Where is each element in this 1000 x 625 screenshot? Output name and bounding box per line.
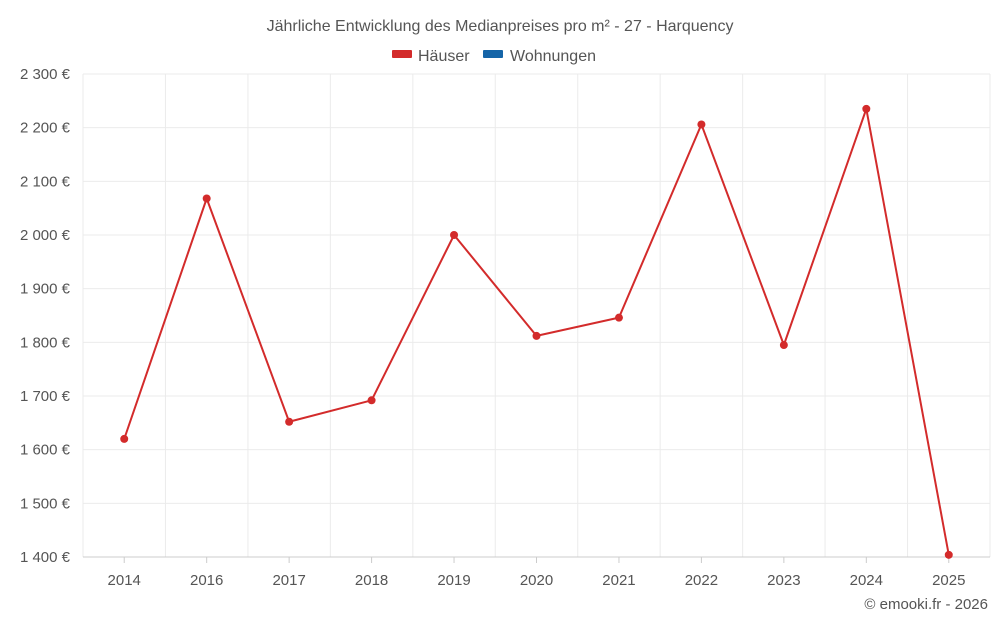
data-point-haeuser[interactable] [532, 331, 541, 340]
legend-label-haeuser[interactable]: Häuser [418, 48, 470, 65]
legend-swatch-haeuser[interactable] [392, 50, 412, 58]
series-haeuser [120, 104, 953, 559]
y-tick-label: 1 700 € [20, 388, 71, 405]
x-tick-label: 2024 [850, 572, 883, 589]
data-point-haeuser[interactable] [944, 550, 953, 559]
data-point-haeuser[interactable] [697, 120, 706, 129]
x-tick-label: 2016 [190, 572, 223, 589]
x-tick-label: 2017 [272, 572, 305, 589]
data-point-haeuser[interactable] [862, 104, 871, 113]
data-point-haeuser[interactable] [202, 194, 211, 203]
y-tick-label: 1 400 € [20, 549, 71, 566]
y-tick-label: 2 200 € [20, 120, 71, 137]
legend: Häuser Wohnungen [392, 48, 596, 65]
data-point-haeuser[interactable] [367, 396, 376, 405]
chart-title: Jährliche Entwicklung des Medianpreises … [267, 18, 734, 35]
x-tick-label: 2022 [685, 572, 718, 589]
data-point-haeuser[interactable] [120, 434, 129, 443]
legend-swatch-wohnungen[interactable] [483, 50, 503, 58]
credit-text: © emooki.fr - 2026 [864, 596, 988, 613]
x-tick-label: 2023 [767, 572, 800, 589]
y-tick-label: 1 900 € [20, 281, 71, 298]
data-point-haeuser[interactable] [614, 313, 623, 322]
x-tick-label: 2021 [602, 572, 635, 589]
grid [82, 73, 991, 558]
x-tick-label: 2018 [355, 572, 388, 589]
data-point-haeuser[interactable] [285, 417, 294, 426]
x-tick-label: 2025 [932, 572, 965, 589]
y-tick-label: 2 100 € [20, 173, 71, 190]
x-tick-label: 2014 [108, 572, 141, 589]
x-tick-label: 2019 [437, 572, 470, 589]
data-point-haeuser[interactable] [779, 341, 788, 350]
legend-label-wohnungen[interactable]: Wohnungen [510, 48, 596, 65]
y-tick-label: 1 600 € [20, 442, 71, 459]
y-tick-label: 2 300 € [20, 66, 71, 83]
y-tick-label: 2 000 € [20, 227, 71, 244]
data-point-haeuser[interactable] [450, 231, 459, 239]
x-tick-label: 2020 [520, 572, 553, 589]
axes: 1 400 € 1 500 € 1 600 € 1 700 € 1 800 € 1 900… [20, 66, 990, 589]
y-tick-label: 1 800 € [20, 334, 71, 351]
y-tick-label: 1 500 € [20, 495, 71, 512]
